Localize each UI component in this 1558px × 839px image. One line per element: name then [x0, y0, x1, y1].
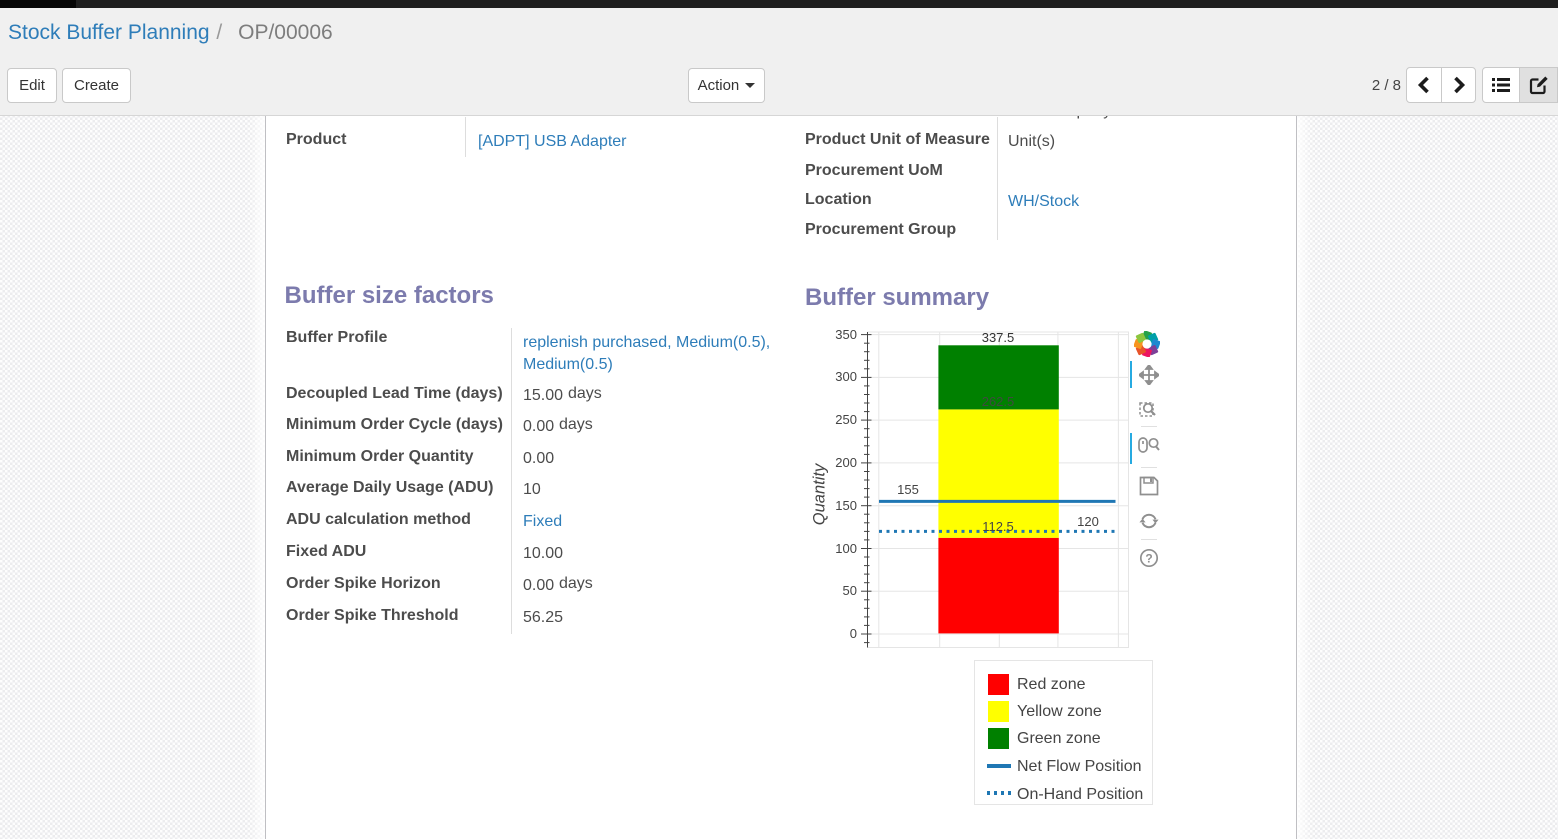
- svg-text:?: ?: [1145, 552, 1152, 566]
